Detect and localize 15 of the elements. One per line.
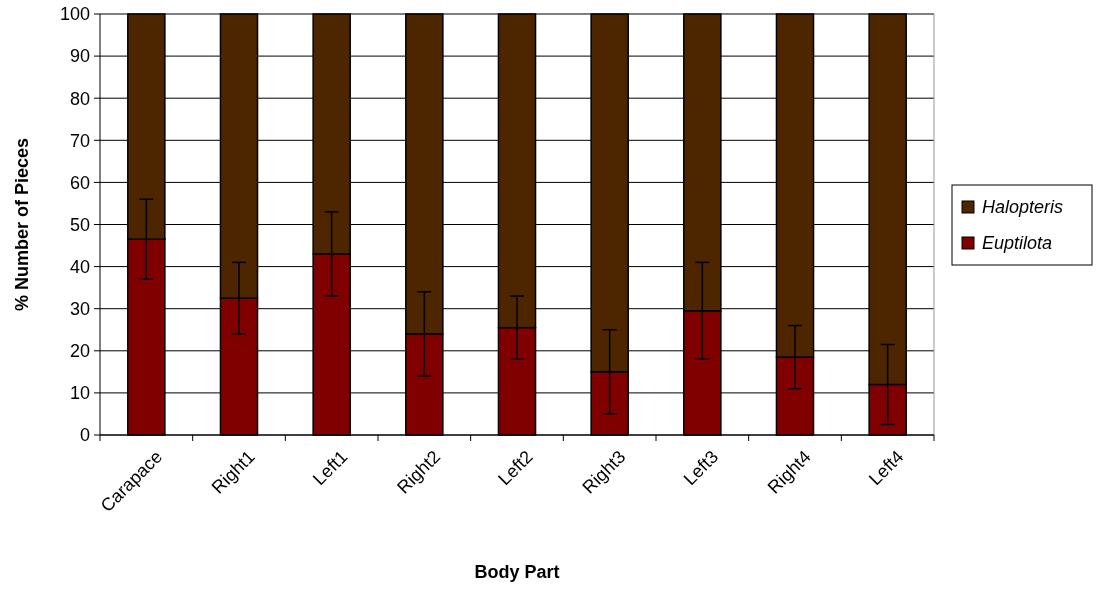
y-tick-label: 90 xyxy=(69,46,90,67)
y-tick-label: 0 xyxy=(79,425,90,446)
y-tick-label: 60 xyxy=(69,172,90,193)
y-tick-label: 10 xyxy=(69,383,90,404)
legend-label: Euptilota xyxy=(982,233,1053,254)
y-tick-label: 50 xyxy=(69,214,90,235)
x-axis-title: Body Part xyxy=(474,562,560,582)
y-tick-label: 80 xyxy=(69,88,90,109)
y-tick-label: 20 xyxy=(69,341,90,362)
legend-label: Halopteris xyxy=(982,197,1064,218)
y-tick-label: 30 xyxy=(69,299,90,319)
y-tick-label: 40 xyxy=(69,256,90,277)
y-tick-label: 100 xyxy=(59,4,90,25)
y-axis-title: % Number of Pieces xyxy=(12,137,32,312)
y-tick-label: 70 xyxy=(69,130,90,151)
